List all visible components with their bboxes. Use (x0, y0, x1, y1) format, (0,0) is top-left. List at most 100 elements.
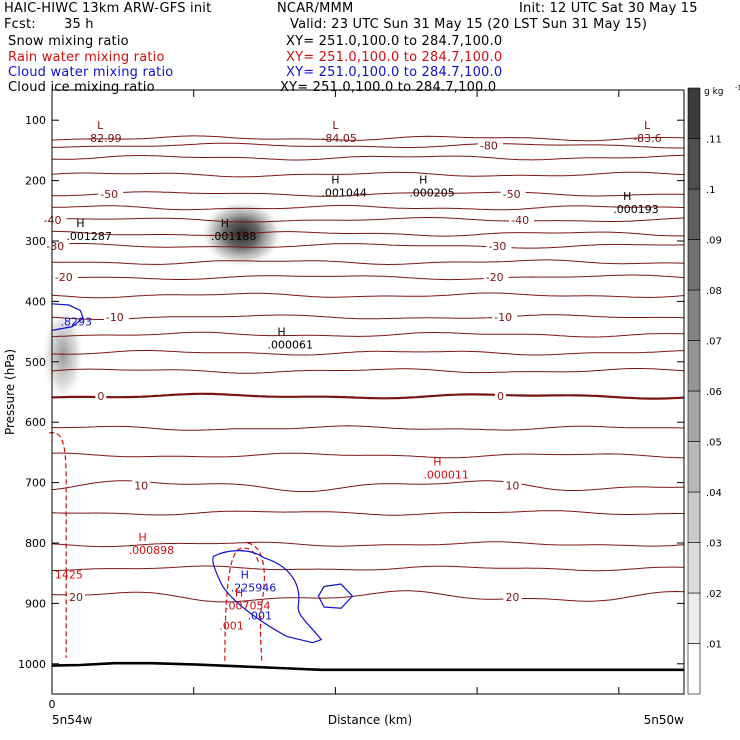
contour-label-bg (494, 390, 506, 404)
temperature-contour-label: -80 (480, 140, 498, 153)
field-xy-rain: XY= 251.0,100.0 to 284.7,100.0 (286, 50, 503, 65)
isolated-contour-label: .001 (248, 610, 273, 623)
colorbar-swatch (687, 188, 701, 240)
temperature-line (51, 154, 685, 161)
terrain-surface (51, 661, 684, 672)
extreme-value-label: .000011 (423, 469, 469, 482)
colorbar-tick-label: .02 (706, 589, 722, 600)
colorbar-tick-label: .07 (706, 337, 722, 348)
temperature-line (51, 259, 684, 266)
valid-time: Valid: 23 UTC Sun 31 May 15 (20 LST Sun … (290, 17, 648, 32)
high-marker: H (433, 456, 441, 469)
colorbar-tick-label: .06 (706, 387, 722, 398)
contour-label-bg (98, 187, 124, 201)
extreme-value-label: .000205 (409, 186, 455, 199)
low-marker: L (97, 119, 104, 132)
temperature-contour-line (51, 274, 685, 281)
temperature-contour-line (51, 590, 685, 603)
contour-label-bg (503, 590, 522, 604)
colorbar-swatch (687, 340, 701, 392)
x-tick-label: 0 (49, 698, 56, 711)
temperature-contour-label: -10 (106, 311, 124, 324)
colorbar-swatch (687, 138, 701, 190)
colorbar-swatch (687, 390, 701, 442)
temperature-contour-label: 0 (97, 390, 104, 403)
colorbar-tick-label: .09 (706, 236, 722, 247)
contour-label-bg (486, 239, 512, 253)
high-marker: H (235, 587, 243, 600)
isolated-contour-label: 1425 (55, 569, 83, 582)
temperature-contour-line (51, 314, 685, 320)
temperature-contour-line (52, 191, 684, 197)
colorbar-unit: g kg (704, 87, 724, 97)
temperature-contour-line (51, 392, 685, 400)
isolated-contour-label: .001 (219, 619, 244, 632)
terrain-line (51, 661, 684, 672)
fcst-label: Fcst: (4, 17, 36, 32)
temperature-contour-line (52, 142, 685, 149)
high-marker: H (241, 568, 249, 581)
temperature-contour-label: -10 (494, 311, 512, 324)
contour-label-bg (477, 139, 503, 153)
y-axis-title: Pressure (hPa) (3, 349, 17, 435)
high-marker: H (623, 190, 631, 203)
high-marker: H (419, 173, 427, 186)
field-name-rain: Rain water mixing ratio (8, 50, 165, 65)
colorbar-unit-exponent: -1 (735, 84, 740, 92)
contour-label-bg (483, 271, 509, 285)
low-marker: L (644, 119, 651, 132)
high-marker: H (331, 173, 339, 186)
y-tick-label: 100 (25, 114, 46, 127)
contour-label-bg (67, 590, 86, 604)
low-marker: L (332, 119, 339, 132)
colorbar-swatch (687, 239, 701, 291)
high-marker: H (277, 326, 285, 339)
y-tick-label: 600 (25, 416, 46, 429)
extreme-value-label: .007054 (225, 600, 270, 613)
temperature-line (52, 565, 684, 572)
contour-label-bg (500, 187, 526, 201)
cloud-water-contour-upper (51, 303, 84, 331)
extreme-value-label: .000193 (613, 203, 659, 216)
x-endpoint-left: 5n54w (52, 713, 93, 727)
temperature-contour-label: -20 (486, 271, 504, 284)
field-name-cloud-ice: Cloud ice mixing ratio (8, 80, 155, 95)
y-tick-label: 900 (25, 597, 46, 610)
extreme-value-label: -82.99 (86, 132, 121, 145)
init-time: Init: 12 UTC Sat 30 May 15 (519, 1, 698, 16)
fcst-value: 35 h (64, 17, 94, 32)
high-marker: H (76, 217, 84, 230)
field-xy-cloud-ice: XY= 251.0,100.0 to 284.7,100.0 (280, 80, 497, 95)
colorbar-swatch (687, 643, 701, 695)
temperature-contour-label: 0 (497, 390, 504, 403)
contour-label-bg (103, 311, 129, 325)
temperature-contours: -80-50 -50-40 -40-30 -30-20 -20-10 -100 010 102… (41, 135, 685, 604)
temperature-contour-label: -50 (100, 188, 118, 201)
field-xy-cloud-water: XY= 251.0,100.0 to 284.7,100.0 (286, 65, 503, 80)
plot-border (51, 89, 685, 695)
extreme-value-label: -83.6 (633, 132, 661, 145)
temperature-contour-line (51, 243, 685, 249)
temperature-contour-label: -40 (511, 214, 529, 227)
field-name-cloud-water: Cloud water mixing ratio (8, 65, 174, 80)
temperature-line (51, 510, 685, 516)
x-axis-title: Distance (km) (328, 713, 412, 727)
isolated-contour-label: .8293 (61, 316, 93, 329)
temperature-line (51, 368, 685, 374)
temperature-line (51, 541, 685, 548)
temperature-line (52, 230, 684, 237)
extreme-value-label: .000898 (129, 544, 175, 557)
cloud-water-contour-main (212, 550, 323, 644)
temperature-contour-line (52, 217, 685, 223)
extreme-value-label: .001044 (321, 186, 367, 199)
temperature-line (52, 425, 685, 431)
org-label: NCAR/MMM (277, 1, 354, 16)
high-marker: H (139, 531, 147, 544)
contour-label-bg (509, 213, 535, 227)
y-tick-label: 1000 (18, 658, 46, 671)
colorbar-swatch (687, 542, 701, 594)
temperature-line (51, 171, 685, 178)
